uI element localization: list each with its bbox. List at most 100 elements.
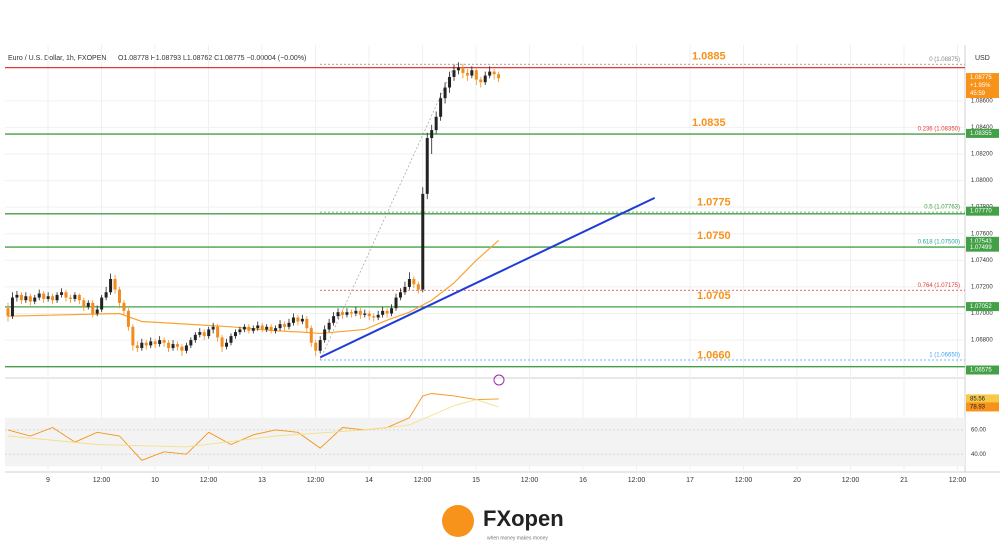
candle-body bbox=[336, 312, 340, 317]
candle-body bbox=[24, 296, 28, 301]
candle-body bbox=[354, 310, 358, 314]
candle-body bbox=[278, 324, 282, 329]
rsi-line bbox=[7, 393, 499, 461]
candle-body bbox=[33, 297, 37, 302]
logo-icon bbox=[442, 505, 474, 537]
level-label: 1.0775 bbox=[697, 197, 731, 209]
candle-body bbox=[153, 341, 157, 345]
candle-body bbox=[474, 70, 478, 80]
rsi-band bbox=[5, 417, 965, 467]
candle-body bbox=[430, 130, 434, 139]
candle-body bbox=[242, 326, 246, 330]
price-tag-label: 1.08355 bbox=[970, 131, 992, 137]
ohlc-info: O1.08778 H1.08793 L1.08762 C1.08775 −0.0… bbox=[118, 55, 306, 62]
candle-body bbox=[448, 76, 452, 88]
rsi-tick-label: 60.00 bbox=[971, 428, 987, 434]
y-tick-label: 1.08400 bbox=[971, 125, 993, 131]
price-tag bbox=[966, 242, 999, 252]
candle-body bbox=[51, 296, 55, 301]
price-tag bbox=[966, 73, 999, 99]
currency-label: USD bbox=[975, 55, 990, 62]
candle-body bbox=[6, 308, 10, 317]
candle-body bbox=[86, 302, 90, 307]
candle-body bbox=[82, 300, 86, 307]
candle-body bbox=[265, 326, 269, 330]
candle-body bbox=[122, 302, 126, 311]
candle-body bbox=[465, 72, 469, 76]
price-tag-label: 1.08775 bbox=[970, 75, 992, 81]
candle-body bbox=[131, 326, 135, 346]
price-tag-extra: 45:59 bbox=[970, 91, 986, 97]
candle-body bbox=[296, 317, 300, 322]
candle-body bbox=[64, 292, 68, 298]
x-tick-label: 17 bbox=[686, 477, 694, 484]
candle-body bbox=[46, 296, 50, 299]
candle-body bbox=[162, 340, 166, 343]
candle-body bbox=[385, 310, 389, 314]
x-tick-label: 16 bbox=[579, 477, 587, 484]
moving-average bbox=[7, 239, 499, 335]
candle-body bbox=[167, 342, 171, 349]
candle-body bbox=[55, 294, 59, 301]
candle-body bbox=[479, 79, 483, 83]
candle-body bbox=[220, 337, 224, 347]
price-tag-label: 1.06575 bbox=[970, 368, 992, 374]
candle-body bbox=[180, 346, 184, 351]
candle-body bbox=[126, 310, 130, 327]
candle-body bbox=[189, 340, 193, 346]
candle-body bbox=[37, 293, 41, 298]
price-tag-label: 1.07770 bbox=[970, 209, 992, 215]
price-tag bbox=[966, 128, 999, 138]
candle-body bbox=[309, 328, 313, 343]
x-tick-label: 15 bbox=[472, 477, 480, 484]
candle-body bbox=[184, 345, 188, 351]
candle-body bbox=[233, 332, 237, 337]
price-tag-extra: +1.95% bbox=[970, 83, 991, 89]
candle-body bbox=[260, 325, 264, 330]
x-tick-label: 12:00 bbox=[628, 477, 646, 484]
level-label: 1.0660 bbox=[697, 350, 731, 362]
candle-body bbox=[305, 318, 309, 329]
x-tick-label: 9 bbox=[46, 477, 50, 484]
panel bbox=[0, 40, 1000, 492]
candle-body bbox=[394, 297, 398, 309]
candle-body bbox=[314, 342, 318, 351]
candle-body bbox=[434, 116, 438, 131]
rsi-tag bbox=[966, 394, 999, 404]
candle-body bbox=[497, 74, 501, 79]
candle-body bbox=[104, 292, 108, 298]
x-tick-label: 12:00 bbox=[93, 477, 111, 484]
price-tag-label: 1.07499 bbox=[970, 245, 992, 251]
rsi-tag-label: 85.56 bbox=[970, 396, 986, 402]
y-tick-label: 1.08200 bbox=[971, 152, 993, 158]
fib-label: 0.618 (1.07500) bbox=[918, 240, 960, 246]
x-tick-label: 12:00 bbox=[735, 477, 753, 484]
rsi-tag-label: 78.93 bbox=[970, 405, 986, 411]
candle-body bbox=[238, 329, 242, 333]
price-tag bbox=[966, 236, 999, 246]
candle-body bbox=[171, 344, 175, 349]
candle-body bbox=[341, 312, 344, 315]
x-tick-label: 21 bbox=[900, 477, 908, 484]
fib-label: 0 (1.08875) bbox=[929, 57, 960, 63]
event-icon[interactable] bbox=[493, 374, 505, 386]
candle-body bbox=[483, 75, 487, 83]
y-tick-label: 1.07600 bbox=[971, 231, 993, 237]
candle-body bbox=[332, 316, 336, 323]
candle-body bbox=[403, 286, 407, 293]
candle-body bbox=[492, 71, 496, 75]
candle-body bbox=[390, 308, 394, 314]
x-tick-label: 12:00 bbox=[842, 477, 860, 484]
y-tick-label: 1.07400 bbox=[971, 258, 993, 264]
candle-body bbox=[345, 312, 349, 315]
candle-body bbox=[398, 292, 402, 298]
candle-body bbox=[407, 278, 411, 287]
candle-body bbox=[198, 332, 202, 335]
price-tag-label: 1.07543 bbox=[970, 239, 992, 245]
candle-body bbox=[381, 310, 385, 315]
candle-body bbox=[470, 70, 474, 76]
x-tick-label: 12:00 bbox=[521, 477, 539, 484]
candle-body bbox=[323, 329, 327, 341]
rsi-tag bbox=[966, 402, 999, 412]
level-label: 1.0835 bbox=[692, 117, 726, 129]
